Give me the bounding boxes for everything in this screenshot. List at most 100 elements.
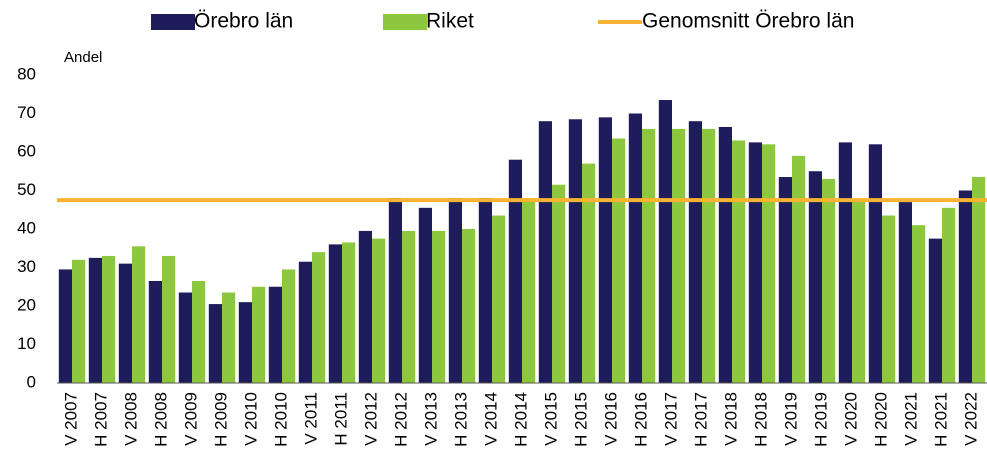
bar: [868, 144, 882, 383]
bar: [748, 142, 762, 383]
bar: [658, 100, 672, 384]
x-tick-label: V 2012: [361, 392, 380, 446]
x-tick-label: V 2017: [661, 392, 680, 446]
y-tick-label: 20: [17, 295, 36, 314]
bar: [328, 244, 342, 383]
bar: [132, 246, 146, 383]
legend-swatch: [383, 14, 427, 30]
x-tick-label: V 2015: [541, 392, 560, 446]
bar: [312, 252, 326, 383]
y-tick-label: 70: [17, 103, 36, 122]
x-tick-label: V 2016: [601, 392, 620, 446]
x-tick-label: V 2013: [421, 392, 440, 446]
legend-label: Riket: [426, 10, 474, 33]
bar: [492, 215, 506, 383]
bar: [898, 202, 912, 383]
y-tick-label: 60: [17, 141, 36, 160]
x-tick-label: V 2018: [721, 392, 740, 446]
y-tick-label: 10: [17, 334, 36, 353]
y-axis-label: Andel: [64, 49, 102, 66]
bar: [628, 113, 642, 383]
bar: [808, 171, 822, 383]
bar: [58, 269, 72, 383]
x-tick-label: H 2014: [511, 392, 530, 447]
x-tick-label: V 2010: [241, 392, 260, 446]
bar: [268, 286, 282, 383]
x-tick-label: H 2010: [271, 392, 290, 447]
x-tick-label: H 2013: [451, 392, 470, 447]
bar: [762, 144, 776, 383]
bar: [208, 304, 222, 383]
bar: [912, 225, 926, 383]
bar: [432, 230, 446, 383]
x-tick-label: H 2021: [931, 392, 950, 447]
bar: [538, 121, 552, 383]
bar: [238, 302, 252, 383]
x-tick-label: H 2019: [811, 392, 830, 447]
y-tick-label: 0: [27, 372, 36, 391]
bar: [928, 238, 942, 383]
bar: [148, 280, 162, 383]
bar: [792, 155, 806, 383]
x-tick-label: H 2007: [91, 392, 110, 447]
x-tick-label: V 2019: [781, 392, 800, 446]
legend-label: Genomsnitt Örebro län: [642, 10, 854, 33]
x-tick-label: H 2009: [211, 392, 230, 447]
x-tick-label: H 2011: [331, 392, 350, 446]
bar: [222, 292, 236, 383]
bar: [448, 198, 462, 383]
bar: [342, 242, 356, 383]
y-tick-label: 30: [17, 257, 36, 276]
y-tick-label: 80: [17, 64, 36, 83]
x-tick-label: H 2008: [151, 392, 170, 447]
bar: [942, 207, 956, 383]
x-tick-label: H 2018: [751, 392, 770, 447]
x-tick-label: V 2021: [901, 392, 920, 446]
bar: [88, 257, 102, 383]
bar: [478, 198, 492, 383]
bar: [192, 280, 206, 383]
bar: [598, 117, 612, 383]
x-tick-label: H 2012: [391, 392, 410, 447]
bar: [822, 178, 836, 383]
bar: [508, 159, 522, 383]
bar: [718, 126, 732, 383]
bar: [462, 229, 476, 383]
bar: [178, 292, 192, 383]
bar: [388, 198, 402, 383]
bar: [972, 177, 986, 383]
bar: [298, 261, 312, 383]
bar: [72, 259, 86, 383]
bar: [688, 121, 702, 383]
legend-label: Örebro län: [194, 10, 293, 33]
bar: [702, 128, 716, 383]
bar: [552, 184, 566, 383]
bar: [418, 207, 432, 383]
x-tick-label: H 2017: [691, 392, 710, 447]
x-tick-label: V 2022: [961, 392, 980, 446]
bar: [102, 255, 116, 383]
bar: [838, 142, 852, 383]
bar: [778, 177, 792, 383]
legend-swatch: [151, 14, 195, 30]
bar: [358, 230, 372, 383]
bar: [372, 238, 386, 383]
x-tick-label: V 2009: [181, 392, 200, 446]
bar: [568, 119, 582, 384]
bar: [612, 138, 626, 383]
x-tick-label: H 2015: [571, 392, 590, 447]
bar: [282, 269, 296, 383]
bar: [582, 163, 596, 383]
bar: [882, 215, 896, 383]
x-tick-label: V 2008: [121, 392, 140, 446]
y-tick-label: 40: [17, 218, 36, 237]
bar: [672, 128, 686, 383]
bar: [852, 200, 866, 383]
x-tick-label: H 2020: [871, 392, 890, 447]
x-tick-label: V 2011: [301, 392, 320, 445]
bar: [958, 190, 972, 383]
bar: [732, 140, 746, 383]
bar: [118, 263, 132, 383]
bar: [522, 198, 536, 383]
